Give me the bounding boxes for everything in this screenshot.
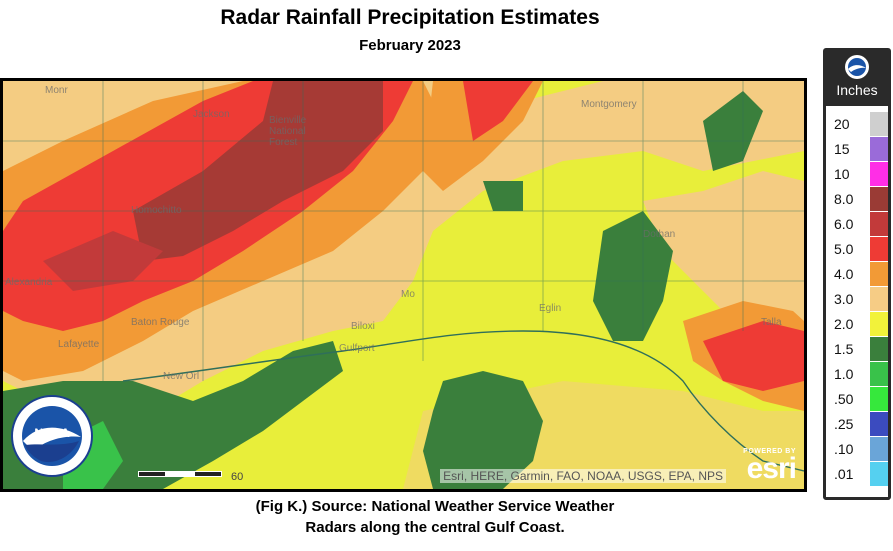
- legend-swatch: [870, 262, 888, 286]
- legend-value: .10: [834, 441, 854, 457]
- place-label-dothan: Dothan: [643, 229, 676, 240]
- rainfall-map[interactable]: Monr Jackson Bienville National Forest M…: [0, 78, 807, 492]
- chart-subtitle: February 2023: [359, 37, 461, 54]
- place-label-montgomery: Montgomery: [581, 99, 637, 110]
- legend-swatch: [870, 412, 888, 436]
- place-label-gulfport: Gulfport: [339, 343, 375, 354]
- place-label-biloxi: Biloxi: [351, 321, 375, 332]
- legend-swatch: [870, 162, 888, 186]
- legend-unit: Inches: [836, 82, 878, 98]
- legend-row: 5.0: [826, 237, 888, 262]
- legend-value: 1.0: [834, 366, 854, 382]
- legend-row: 8.0: [826, 187, 888, 212]
- legend-noaa-icon: [845, 55, 869, 79]
- place-label-mobile: Mo: [401, 289, 415, 300]
- place-label-eglin: Eglin: [539, 303, 562, 314]
- legend-row: 4.0: [826, 262, 888, 287]
- esri-logo[interactable]: POWERED BY esri: [743, 448, 797, 485]
- caption-line-1: (Fig K.) Source: National Weather Servic…: [255, 498, 615, 515]
- legend-row: 20: [826, 112, 888, 137]
- place-label-monroe: Monr: [45, 85, 68, 96]
- legend-row: 1.5: [826, 337, 888, 362]
- legend-value: .01: [834, 466, 854, 482]
- map-zone-1p5in-ne: [703, 91, 763, 171]
- legend-row: .25: [826, 412, 888, 437]
- legend-value: 20: [834, 116, 850, 132]
- place-label-new-orleans: New Orl: [163, 371, 200, 382]
- legend-value: 4.0: [834, 266, 854, 282]
- figure-caption: (Fig K.) Source: National Weather Servic…: [0, 496, 870, 538]
- scale-bar: [138, 464, 248, 477]
- legend-value: 5.0: [834, 241, 854, 257]
- legend-swatch: [870, 362, 888, 386]
- map-zone-4in-ne: [423, 81, 543, 191]
- map-zone-1p5in-small: [483, 181, 523, 211]
- legend-swatch: [870, 462, 888, 486]
- place-label-baton-rouge: Baton Rouge: [131, 317, 190, 328]
- legend-swatch: [870, 137, 888, 161]
- map-zone-8in: [133, 81, 383, 261]
- legend-scale: 20 15 10 8.0 6.0 5.0 4.0 3.0 2.0 1.5 1.0 .50 .25 .10.…: [826, 106, 888, 497]
- map-zone-1p5in-s: [423, 371, 543, 489]
- map-zone-1p5in-east: [593, 211, 673, 341]
- noaa-logo-text: NOAA: [34, 426, 70, 440]
- legend-swatch: [870, 437, 888, 461]
- county-boundaries: [3, 81, 804, 381]
- place-label-tallahassee: Talla: [761, 317, 782, 328]
- place-label-jackson: Jackson: [193, 109, 230, 120]
- legend-row: .50: [826, 387, 888, 412]
- map-attribution[interactable]: Esri, HERE, Garmin, FAO, NOAA, USGS, EPA…: [440, 469, 726, 483]
- place-label-lafayette: Lafayette: [58, 339, 100, 350]
- legend-swatch: [870, 312, 888, 336]
- legend-value: 10: [834, 166, 850, 182]
- legend-swatch: [870, 237, 888, 261]
- scale-bar-label: 60: [231, 471, 244, 483]
- place-label-bienville: Bienville National Forest: [269, 115, 307, 148]
- legend-swatch: [870, 387, 888, 411]
- legend-row: 10: [826, 162, 888, 187]
- place-label-alexandria: Alexandria: [5, 277, 53, 288]
- legend-swatch: [870, 287, 888, 311]
- map-zone-5in-se: [703, 321, 804, 391]
- legend-swatch: [870, 212, 888, 236]
- legend-row: 15: [826, 137, 888, 162]
- legend-swatch: [870, 337, 888, 361]
- legend-value: 1.5: [834, 341, 854, 357]
- legend-row: 3.0: [826, 287, 888, 312]
- gulf-coastline: [122, 330, 804, 472]
- caption-line-2: Radars along the central Gulf Coast.: [305, 519, 565, 536]
- map-zone-5in-ne: [463, 81, 533, 141]
- legend-value: 8.0: [834, 191, 854, 207]
- legend-row: 2.0: [826, 312, 888, 337]
- legend-header: Inches: [823, 54, 891, 112]
- legend-value: 6.0: [834, 216, 854, 232]
- legend-row: 6.0: [826, 212, 888, 237]
- legend-value: .25: [834, 416, 854, 432]
- legend-row: .10: [826, 437, 888, 462]
- chart-title: Radar Rainfall Precipitation Estimates: [220, 6, 600, 29]
- powered-by-text: POWERED BY: [743, 448, 796, 455]
- legend-swatch: [870, 112, 888, 136]
- legend-value: 15: [834, 141, 850, 157]
- legend-row: 1.0: [826, 362, 888, 387]
- esri-wordmark: esri: [746, 452, 797, 485]
- noaa-logo: NOAA: [11, 395, 93, 477]
- map-zone-3in-east: [643, 171, 804, 341]
- rainfall-map-canvas: [3, 81, 804, 489]
- legend-value: .50: [834, 391, 854, 407]
- place-label-homochitto: Homochitto: [131, 205, 182, 216]
- legend-swatch: [870, 187, 888, 211]
- precipitation-legend: Inches 20 15 10 8.0 6.0 5.0 4.0 3.0 2.0 1.5 1.0 .50…: [823, 48, 891, 500]
- legend-value: 2.0: [834, 316, 854, 332]
- legend-value: 3.0: [834, 291, 854, 307]
- legend-row: .01: [826, 462, 888, 487]
